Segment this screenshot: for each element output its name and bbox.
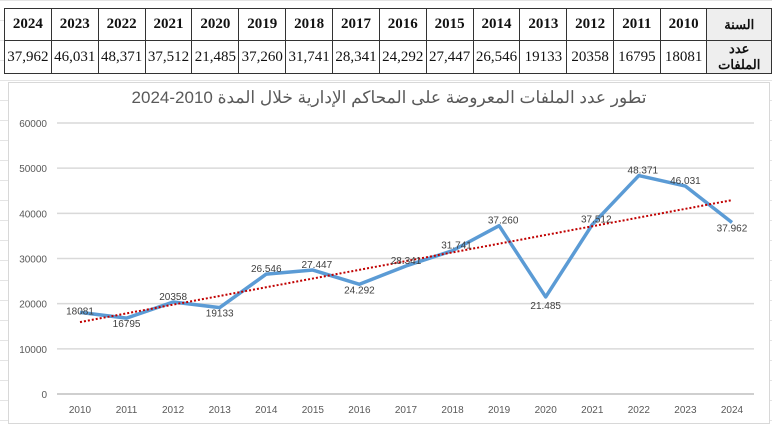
data-label: 46.031 <box>670 176 701 187</box>
x-tick-label: 2019 <box>488 405 511 416</box>
x-tick-label: 2010 <box>69 405 92 416</box>
y-tick-label: 40000 <box>19 209 47 220</box>
count-cell[interactable]: 46,031 <box>51 41 98 74</box>
y-tick-label: 20000 <box>19 300 47 311</box>
year-cell[interactable]: 2014 <box>473 9 520 41</box>
x-tick-label: 2022 <box>628 405 651 416</box>
year-header-cell[interactable]: السنة <box>707 9 772 41</box>
year-cell[interactable]: 2020 <box>192 9 239 41</box>
data-label: 19133 <box>206 309 234 320</box>
count-cell[interactable]: 20358 <box>567 41 614 74</box>
x-tick-label: 2020 <box>535 405 558 416</box>
x-tick-label: 2014 <box>255 405 278 416</box>
year-cell[interactable]: 2011 <box>613 9 660 41</box>
count-cell[interactable]: 24,292 <box>379 41 426 74</box>
year-cell[interactable]: 2010 <box>660 9 707 41</box>
y-tick-label: 30000 <box>19 255 47 266</box>
count-cell[interactable]: 31,741 <box>286 41 333 74</box>
year-cell[interactable]: 2015 <box>426 9 473 41</box>
count-cell[interactable]: 27,447 <box>426 41 473 74</box>
x-tick-label: 2024 <box>721 405 744 416</box>
year-cell[interactable]: 2018 <box>286 9 333 41</box>
chart-title: تطور عدد الملفات المعروضة على المحاكم ال… <box>132 88 647 108</box>
y-tick-label: 10000 <box>19 345 47 356</box>
count-cell[interactable]: 37,962 <box>5 41 52 74</box>
data-label: 37.512 <box>581 215 612 226</box>
x-tick-label: 2021 <box>581 405 604 416</box>
count-cell[interactable]: 28,341 <box>333 41 380 74</box>
year-cell[interactable]: 2024 <box>5 9 52 41</box>
data-label: 28.341 <box>391 256 422 267</box>
data-label: 24.292 <box>344 285 375 296</box>
count-cell[interactable]: 37,512 <box>145 41 192 74</box>
x-tick-label: 2018 <box>441 405 464 416</box>
year-cell[interactable]: 2013 <box>520 9 567 41</box>
y-tick-label: 50000 <box>19 164 47 175</box>
x-tick-label: 2016 <box>348 405 371 416</box>
data-label: 20358 <box>159 292 187 303</box>
year-cell[interactable]: 2022 <box>98 9 145 41</box>
chart-area[interactable]: تطور عدد الملفات المعروضة على المحاكم ال… <box>8 82 770 424</box>
count-cell[interactable]: 26,546 <box>473 41 520 74</box>
count-cell[interactable]: 19133 <box>520 41 567 74</box>
x-tick-label: 2017 <box>395 405 418 416</box>
count-cell[interactable]: 48,371 <box>98 41 145 74</box>
data-label: 31.741 <box>441 241 472 252</box>
data-label: 37.260 <box>488 216 519 227</box>
year-cell[interactable]: 2017 <box>333 9 380 41</box>
x-tick-label: 2012 <box>162 405 185 416</box>
year-cell[interactable]: 2019 <box>239 9 286 41</box>
year-cell[interactable]: 2023 <box>51 9 98 41</box>
data-label: 18081 <box>66 306 94 317</box>
x-tick-label: 2013 <box>209 405 232 416</box>
data-label: 37.962 <box>717 224 748 235</box>
data-label: 27.447 <box>302 260 333 271</box>
x-tick-label: 2015 <box>302 405 325 416</box>
count-cell[interactable]: 37,260 <box>239 41 286 74</box>
count-cell[interactable]: 16795 <box>613 41 660 74</box>
data-label: 21.485 <box>530 301 561 312</box>
data-label: 16795 <box>113 319 141 330</box>
y-tick-label: 0 <box>41 390 47 401</box>
count-header-cell[interactable]: عدد الملفات <box>707 41 772 74</box>
x-tick-label: 2023 <box>674 405 697 416</box>
year-cell[interactable]: 2021 <box>145 9 192 41</box>
year-cell[interactable]: 2012 <box>567 9 614 41</box>
y-tick-label: 60000 <box>19 119 47 130</box>
count-cell[interactable]: 18081 <box>660 41 707 74</box>
year-cell[interactable]: 2016 <box>379 9 426 41</box>
line-chart: تطور عدد الملفات المعروضة على المحاكم ال… <box>9 83 769 423</box>
x-tick-label: 2011 <box>116 405 138 416</box>
count-cell[interactable]: 21,485 <box>192 41 239 74</box>
data-label: 26.546 <box>251 264 282 275</box>
data-label: 48.371 <box>628 166 659 177</box>
